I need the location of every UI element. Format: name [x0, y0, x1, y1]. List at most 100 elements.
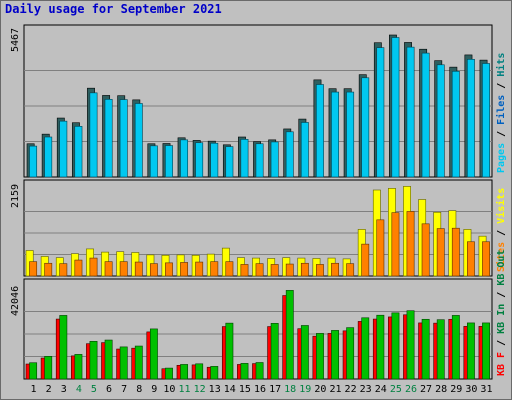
bar-sites	[119, 261, 128, 277]
legend-pages: Pages	[496, 143, 507, 173]
day-label: 18	[284, 384, 296, 395]
bar-sites	[89, 257, 98, 277]
bar-kbin	[89, 341, 98, 380]
bar-pages	[421, 52, 430, 178]
bar-kbin	[44, 356, 53, 380]
ymax-label-kbytes: 42046	[10, 286, 21, 316]
bar-pages	[74, 126, 83, 178]
bar-sites	[270, 264, 279, 277]
bar-sites	[406, 211, 415, 277]
day-label: 24	[375, 384, 387, 395]
bar-kbin	[467, 322, 475, 380]
legend-kbytes-panel: KB F / KB In / KB Out	[496, 250, 507, 376]
legend-hits-panel: Pages / Files / Hits	[495, 53, 507, 173]
bar-pages	[134, 103, 143, 178]
bar-kbin	[149, 328, 158, 380]
bar-pages	[104, 99, 113, 178]
bar-sites	[300, 262, 309, 277]
day-label: 6	[106, 384, 112, 395]
bar-kbin	[421, 318, 430, 380]
bar-kbin	[104, 339, 113, 380]
bar-pages	[285, 131, 294, 178]
bar-sites	[436, 228, 445, 277]
svg-text:Pages / Files / Hits: Pages / Files / Hits	[495, 53, 507, 173]
day-label: 23	[360, 384, 372, 395]
svg-text:KB F / KB In / KB Out: KB F / KB In / KB Out	[496, 250, 507, 376]
bar-kbin	[240, 363, 249, 380]
bar-kbin	[255, 362, 264, 380]
legend-hits: Hits	[495, 53, 507, 77]
day-label: 17	[269, 384, 281, 395]
day-label: 13	[209, 384, 221, 395]
bar-kbin	[119, 346, 128, 380]
bar-pages	[149, 145, 158, 178]
bar-sites	[59, 263, 68, 277]
bar-sites	[361, 243, 370, 277]
bar-kbin	[225, 322, 234, 380]
bar-sites	[149, 263, 158, 277]
bar-sites	[225, 261, 234, 277]
bar-pages	[406, 46, 415, 178]
day-label: 1	[31, 384, 37, 395]
bar-pages	[59, 120, 68, 178]
bar-pages	[482, 63, 490, 178]
chart-title: Daily usage for September 2021	[5, 2, 222, 16]
day-label: 14	[224, 384, 236, 395]
day-label: 10	[163, 384, 175, 395]
legend-visits-panel: Sites / Visits	[495, 188, 507, 272]
bar-sites	[376, 219, 385, 277]
day-label: 21	[329, 384, 341, 395]
bar-kbin	[346, 327, 355, 380]
bar-pages	[29, 145, 38, 178]
bar-kbin	[134, 345, 143, 380]
bar-kbin	[406, 310, 415, 380]
bar-kbin	[270, 323, 279, 380]
day-label: 4	[76, 384, 82, 395]
day-label: 31	[480, 384, 492, 395]
bar-sites	[451, 227, 460, 277]
bar-pages	[361, 77, 370, 178]
legend-kbout: KB Out	[496, 250, 507, 286]
bar-sites	[210, 261, 219, 277]
bar-sites	[44, 262, 53, 277]
bar-pages	[165, 145, 173, 178]
bar-sites	[482, 241, 490, 277]
bar-sites	[240, 264, 249, 277]
bar-pages	[316, 84, 324, 178]
day-label: 12	[194, 384, 206, 395]
bar-pages	[270, 141, 279, 178]
day-label: 16	[254, 384, 266, 395]
day-label: 15	[239, 384, 251, 395]
bar-pages	[436, 64, 445, 178]
day-label: 22	[345, 384, 357, 395]
bar-sites	[467, 241, 475, 277]
bar-pages	[225, 146, 234, 178]
bar-pages	[89, 92, 98, 178]
bar-pages	[300, 122, 309, 178]
bar-pages	[467, 59, 475, 178]
day-label: 3	[61, 384, 67, 395]
bar-kbin	[482, 322, 490, 380]
day-label: 25	[390, 384, 402, 395]
day-label: 9	[151, 384, 157, 395]
day-label: 8	[136, 384, 142, 395]
bar-pages	[331, 91, 339, 178]
bar-pages	[240, 139, 249, 178]
legend-visits: Visits	[495, 188, 507, 224]
bar-kbin	[361, 317, 370, 380]
bar-kbin	[59, 315, 68, 380]
bar-sites	[29, 261, 38, 277]
bar-pages	[451, 70, 460, 178]
svg-text:Sites / Visits: Sites / Visits	[495, 188, 507, 272]
bar-kbin	[331, 330, 339, 380]
day-label: 11	[178, 384, 190, 395]
bar-sites	[316, 264, 324, 277]
legend-kbin: KB In	[496, 304, 507, 334]
bar-kbin	[391, 312, 400, 380]
bar-pages	[346, 91, 355, 178]
bar-kbin	[436, 319, 445, 380]
legend-kbf: KB F	[496, 352, 507, 376]
bar-kbin	[376, 314, 385, 380]
bar-sites	[165, 262, 173, 277]
bar-sites	[134, 261, 143, 277]
